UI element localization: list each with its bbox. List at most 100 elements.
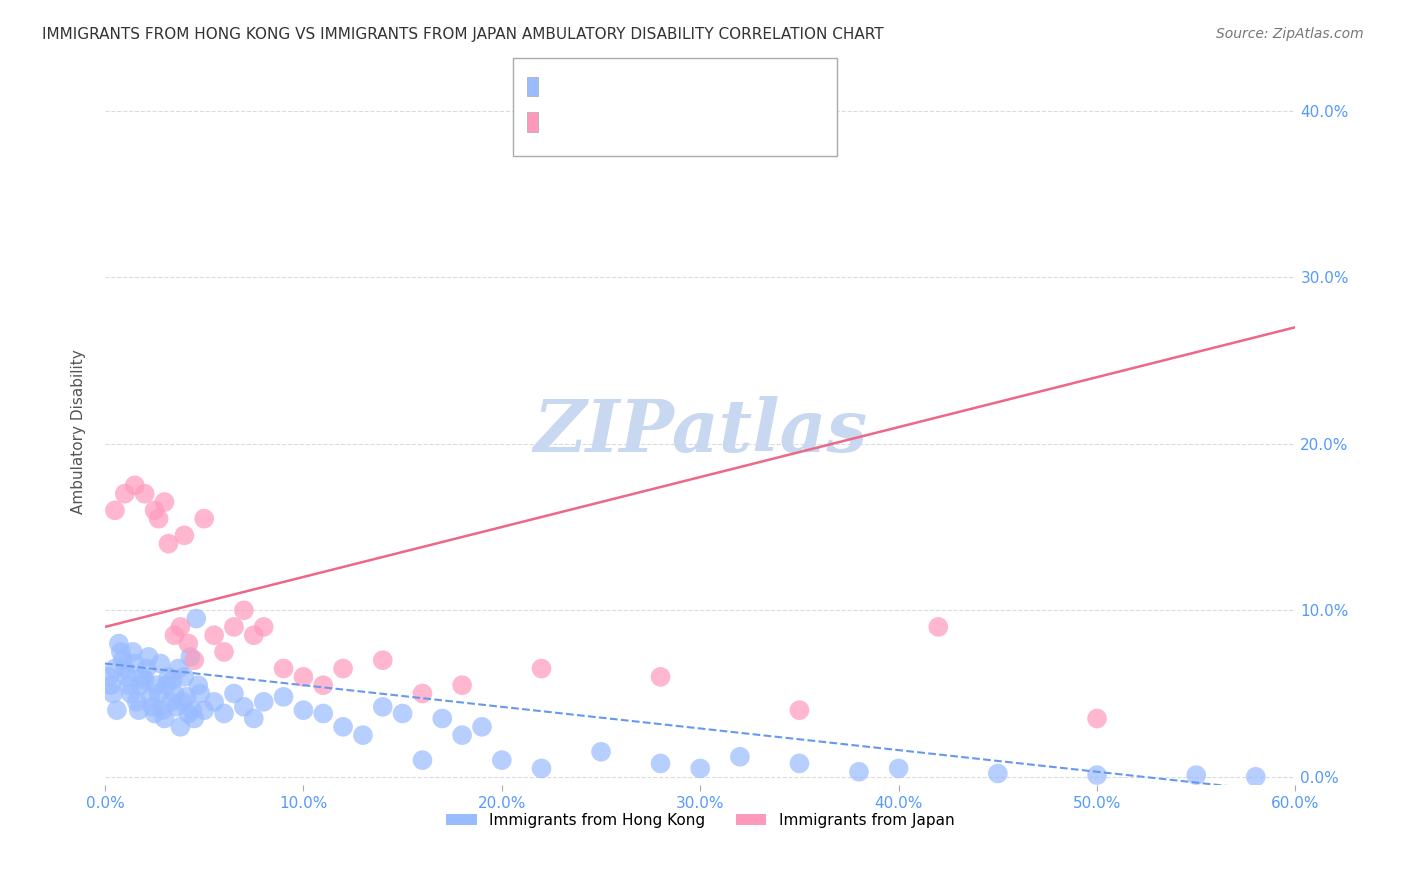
Point: [169, 620, 191, 634]
Point: [134, 673, 156, 688]
Point: [104, 661, 127, 675]
Point: [187, 678, 209, 692]
Point: [159, 695, 181, 709]
Point: [1185, 768, 1208, 782]
Point: [253, 695, 276, 709]
Point: [193, 511, 215, 525]
Point: [987, 766, 1010, 780]
Point: [183, 653, 205, 667]
Point: [202, 695, 225, 709]
Point: [371, 653, 394, 667]
Point: [97, 670, 120, 684]
Point: [120, 686, 142, 700]
Point: [202, 628, 225, 642]
Point: [352, 728, 374, 742]
Point: [789, 703, 811, 717]
Point: [104, 503, 127, 517]
Point: [243, 628, 266, 642]
Point: [789, 756, 811, 771]
Point: [432, 711, 454, 725]
Point: [650, 670, 672, 684]
Point: [292, 670, 315, 684]
Text: ZIPatlas: ZIPatlas: [533, 396, 868, 467]
Point: [129, 678, 152, 692]
Point: [471, 720, 494, 734]
Point: [391, 706, 413, 721]
Point: [273, 690, 295, 704]
Point: [145, 678, 167, 692]
Point: [232, 699, 254, 714]
Point: [124, 478, 146, 492]
Point: [232, 603, 254, 617]
Point: [165, 699, 187, 714]
Point: [173, 528, 195, 542]
Point: [179, 649, 201, 664]
Point: [332, 720, 354, 734]
Point: [153, 495, 176, 509]
Point: [312, 678, 335, 692]
Point: [152, 703, 174, 717]
Point: [139, 690, 162, 704]
Point: [177, 636, 200, 650]
Point: [173, 670, 195, 684]
Point: [589, 745, 612, 759]
Point: [148, 511, 170, 525]
Text: R =  0.397   N =  45: R = 0.397 N = 45: [546, 114, 700, 129]
Point: [155, 678, 177, 692]
Point: [110, 645, 132, 659]
Point: [411, 686, 433, 700]
Point: [157, 536, 180, 550]
Point: [253, 620, 276, 634]
Point: [222, 620, 245, 634]
Point: [134, 486, 156, 500]
Point: [212, 706, 235, 721]
Point: [143, 706, 166, 721]
Point: [650, 756, 672, 771]
Text: Source: ZipAtlas.com: Source: ZipAtlas.com: [1216, 27, 1364, 41]
Y-axis label: Ambulatory Disability: Ambulatory Disability: [72, 349, 86, 514]
Point: [530, 661, 553, 675]
Point: [125, 695, 148, 709]
Point: [186, 611, 208, 625]
Point: [273, 661, 295, 675]
Point: [169, 720, 191, 734]
Point: [212, 645, 235, 659]
Point: [188, 686, 211, 700]
Point: [167, 661, 190, 675]
Point: [243, 711, 266, 725]
Point: [530, 761, 553, 775]
Point: [689, 761, 711, 775]
Point: [163, 686, 186, 700]
Text: IMMIGRANTS FROM HONG KONG VS IMMIGRANTS FROM JAPAN AMBULATORY DISABILITY CORRELA: IMMIGRANTS FROM HONG KONG VS IMMIGRANTS …: [42, 27, 884, 42]
Point: [172, 695, 194, 709]
Point: [128, 703, 150, 717]
Point: [121, 645, 143, 659]
Point: [138, 649, 160, 664]
Point: [312, 706, 335, 721]
Point: [848, 764, 870, 779]
Point: [411, 753, 433, 767]
Point: [142, 699, 165, 714]
Point: [183, 711, 205, 725]
Point: [101, 686, 124, 700]
Point: [157, 670, 180, 684]
Point: [163, 628, 186, 642]
Point: [118, 678, 141, 692]
Point: [451, 678, 474, 692]
Point: [292, 703, 315, 717]
Point: [491, 753, 513, 767]
Point: [111, 653, 134, 667]
Point: [162, 673, 184, 688]
Point: [153, 711, 176, 725]
Point: [181, 703, 204, 717]
Point: [100, 678, 122, 692]
Point: [124, 657, 146, 671]
Point: [222, 686, 245, 700]
Point: [135, 661, 157, 675]
Point: [1085, 768, 1108, 782]
Point: [927, 620, 949, 634]
Point: [451, 728, 474, 742]
Point: [143, 503, 166, 517]
Point: [193, 703, 215, 717]
Point: [105, 703, 128, 717]
